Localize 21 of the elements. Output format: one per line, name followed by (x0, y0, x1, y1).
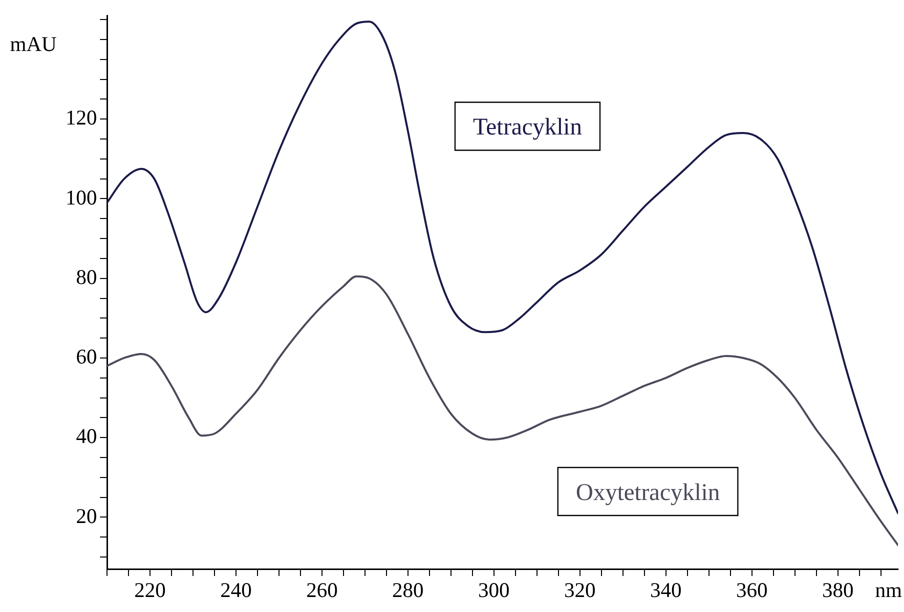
y-tick-label: 40 (76, 424, 97, 448)
x-axis-title: nm (875, 578, 902, 602)
y-tick-label: 60 (76, 344, 97, 369)
x-tick-label: 340 (650, 578, 682, 602)
x-tick-label: 300 (478, 578, 510, 602)
y-tick-label: 80 (76, 264, 97, 289)
line-series (107, 275, 898, 546)
x-tick-label: 360 (736, 578, 768, 602)
x-tick-label: 320 (564, 578, 596, 602)
y-tick-label: 120 (66, 106, 97, 130)
line-series (107, 20, 898, 514)
x-tick-label: 220 (134, 578, 166, 602)
y-tick-label: 100 (66, 185, 97, 210)
x-tick-label: 380 (822, 578, 854, 602)
x-tick-label: 280 (392, 578, 424, 602)
y-tick-label: 20 (76, 504, 97, 528)
text: Tetracyklin (473, 114, 582, 141)
x-tick-label: 240 (220, 578, 252, 602)
x-tick-label: 260 (306, 578, 338, 602)
y-axis-title: mAU (10, 32, 57, 56)
text: Oxytetracyklin (576, 480, 720, 506)
